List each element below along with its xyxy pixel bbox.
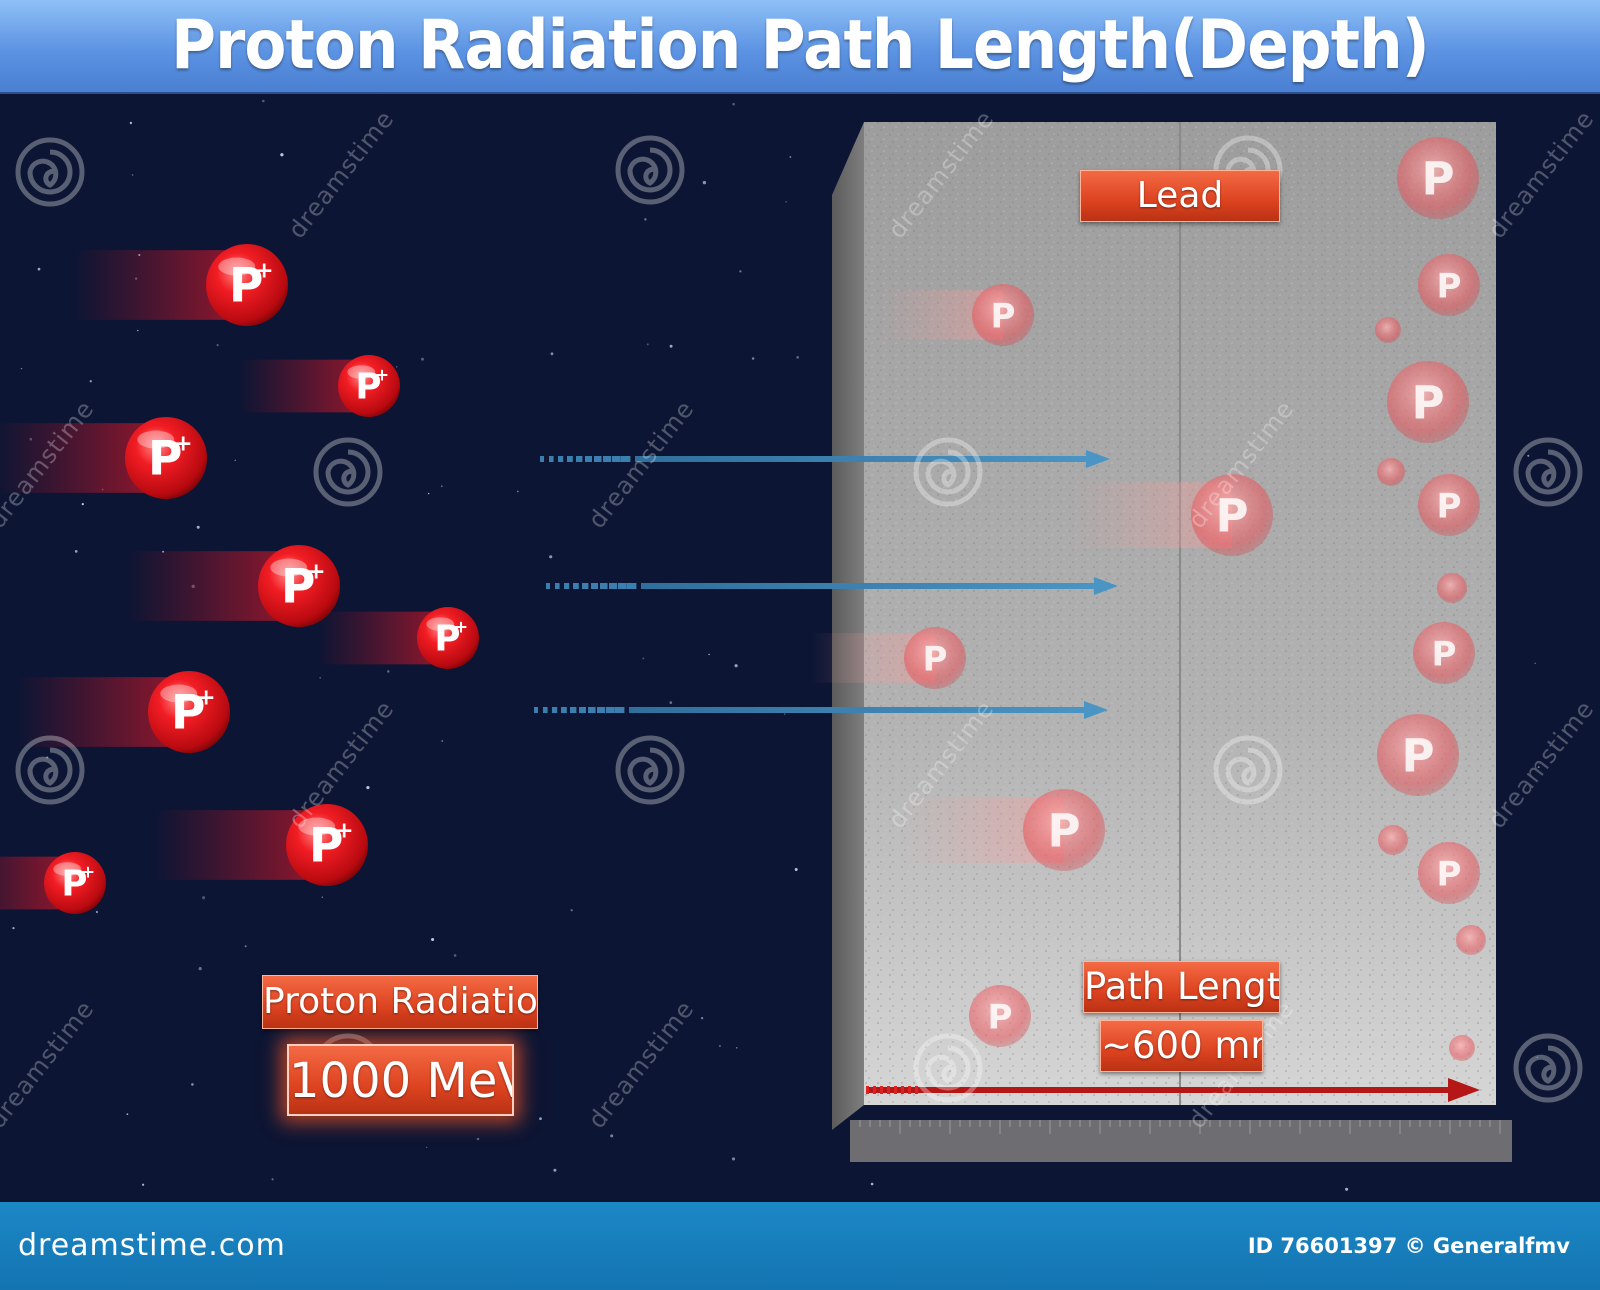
radiation-label: Proton Radiation	[262, 975, 538, 1029]
proton-sphere-icon: P+	[286, 804, 368, 886]
ruler-ticks	[859, 1120, 1501, 1134]
proton-sphere-icon: P+	[417, 607, 479, 669]
proton-symbol: P	[1437, 486, 1462, 526]
proton-symbol: P	[1215, 489, 1248, 542]
proton-symbol: P	[1401, 729, 1434, 782]
proton-symbol: P	[1432, 634, 1457, 674]
beam-arrow-icon	[546, 577, 1118, 595]
proton-symbol: P	[434, 618, 460, 659]
lead-block	[832, 122, 1512, 1162]
absorbed-proton-icon	[1437, 573, 1467, 603]
spiral-watermark-icon	[316, 440, 380, 504]
absorbed-proton-icon: P	[1418, 842, 1480, 904]
proton-sphere-icon: P+	[338, 355, 400, 417]
proton-symbol: P	[281, 559, 316, 614]
spiral-watermark-icon	[18, 738, 82, 802]
absorbed-proton-icon: P	[1377, 714, 1459, 796]
spiral-watermark-icon	[916, 440, 980, 504]
proton-sphere-icon: P+	[206, 244, 288, 326]
beam-arrow-icon	[534, 701, 1108, 719]
proton-sphere-icon: P+	[258, 545, 340, 627]
ruler-icon	[850, 1120, 1512, 1162]
depth-value-label: ~600 mm	[1100, 1020, 1263, 1072]
absorbed-proton-icon	[1449, 1035, 1475, 1061]
absorbed-proton-icon	[1378, 825, 1408, 855]
absorbed-proton-icon: P	[1413, 622, 1475, 684]
energy-label: 1000 MeV	[287, 1044, 514, 1116]
proton-symbol: P	[923, 639, 948, 679]
proton-symbol: P	[1437, 854, 1462, 894]
proton-sphere-icon: P+	[125, 417, 207, 499]
absorbed-proton-icon: P	[1418, 254, 1480, 316]
proton-charge: +	[375, 365, 389, 385]
proton-symbol: P	[148, 431, 183, 486]
footer-id-credit: ID 76601397 © Generalfmv	[1247, 1234, 1570, 1258]
proton-symbol: P	[171, 685, 206, 740]
proton-symbol: P	[1437, 266, 1462, 306]
path-length-label: Path Length	[1083, 961, 1280, 1013]
proton-symbol: P	[988, 997, 1013, 1037]
proton-symbol: P	[61, 863, 87, 904]
absorbed-proton-icon: P	[1023, 789, 1105, 871]
footer-bar: dreamstime.com ID 76601397 © Generalfmv	[0, 1202, 1600, 1290]
spiral-watermark-icon	[1216, 738, 1280, 802]
beam-arrow-icon	[540, 450, 1110, 468]
proton-sphere-icon: P+	[44, 852, 106, 914]
absorbed-proton-icon: P	[1387, 361, 1469, 443]
absorbed-proton-icon: P	[972, 284, 1034, 346]
absorbed-proton-icon	[1456, 925, 1486, 955]
proton-sphere-icon: P+	[148, 671, 230, 753]
proton-charge: +	[197, 685, 216, 711]
proton-symbol: P	[1047, 804, 1080, 857]
material-label: Lead	[1080, 170, 1280, 222]
proton-charge: +	[307, 559, 326, 585]
absorbed-proton-icon	[1377, 458, 1405, 486]
incoming-protons: P+P+P+P+P+P+P+P+	[44, 244, 479, 914]
proton-symbol: P	[309, 818, 344, 873]
spiral-watermark-icon	[916, 1036, 980, 1100]
absorbed-proton-icon	[1375, 317, 1401, 343]
proton-symbol: P	[1411, 376, 1444, 429]
absorbed-protons: P P P P P P P P P P P P	[811, 137, 1486, 1061]
absorbed-proton-icon: P	[904, 627, 966, 689]
absorbed-proton-icon: P	[1418, 474, 1480, 536]
spiral-watermark-icon	[18, 140, 82, 204]
depth-arrow-icon	[866, 1078, 1480, 1102]
proton-symbol: P	[991, 296, 1016, 336]
proton-charge: +	[81, 862, 95, 882]
spiral-watermark-icon	[618, 138, 682, 202]
spiral-watermark-icon	[1516, 1036, 1580, 1100]
absorbed-proton-icon: P	[1397, 137, 1479, 219]
proton-charge: +	[174, 431, 193, 457]
proton-charge: +	[255, 258, 274, 284]
absorbed-proton-icon: P	[1191, 474, 1273, 556]
spiral-watermark-icon	[1516, 440, 1580, 504]
diagram-title: Proton Radiation Path Length(Depth)	[171, 6, 1430, 85]
proton-charge: +	[454, 617, 468, 637]
title-bar: Proton Radiation Path Length(Depth)	[0, 0, 1600, 94]
proton-symbol: P	[1421, 152, 1454, 205]
absorbed-proton-icon: P	[969, 985, 1031, 1047]
proton-charge: +	[335, 818, 354, 844]
beam-arrows	[534, 450, 1118, 719]
proton-symbol: P	[229, 258, 264, 313]
spiral-watermark-icon	[618, 738, 682, 802]
proton-symbol: P	[355, 366, 381, 407]
footer-brand: dreamstime.com	[18, 1228, 286, 1263]
